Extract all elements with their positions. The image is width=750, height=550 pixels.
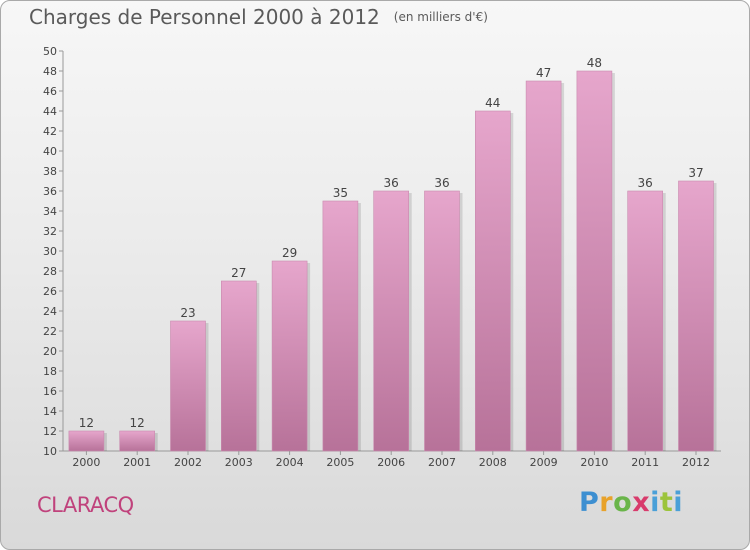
- proxiti-logo: Proxiti: [579, 487, 684, 518]
- y-tick-label: 12: [43, 425, 57, 438]
- x-tick-label: 2011: [631, 456, 659, 469]
- bar: [474, 110, 511, 452]
- bar-value-label: 36: [384, 176, 399, 190]
- y-tick-label: 24: [43, 305, 57, 318]
- y-tick-label: 34: [43, 205, 57, 218]
- bar-value-label: 37: [688, 166, 703, 180]
- x-tick-label: 2006: [377, 456, 405, 469]
- bar: [424, 190, 460, 452]
- chart-subtitle: (en milliers d'€): [393, 10, 488, 24]
- y-tick-label: 48: [43, 65, 57, 78]
- y-tick-label: 30: [43, 245, 57, 258]
- y-tick-label: 46: [43, 85, 57, 98]
- bar-value-label: 29: [282, 246, 297, 260]
- bar: [627, 190, 664, 452]
- y-tick-label: 50: [43, 45, 57, 58]
- bar-value-label: 36: [638, 176, 653, 190]
- y-tick-label: 28: [43, 265, 57, 278]
- bar: [576, 70, 613, 452]
- bar-value-label: 35: [333, 186, 348, 200]
- bar: [525, 80, 562, 452]
- x-tick-label: 2012: [682, 456, 710, 469]
- town-name: CLARACQ: [37, 493, 134, 517]
- bar-value-label: 36: [434, 176, 449, 190]
- y-tick-label: 20: [43, 345, 57, 358]
- x-tick-label: 2000: [72, 456, 100, 469]
- bar: [373, 190, 410, 452]
- x-tick-label: 2005: [326, 456, 354, 469]
- x-tick-label: 2010: [580, 456, 608, 469]
- y-tick-label: 16: [43, 385, 57, 398]
- bar: [68, 430, 105, 452]
- bar-value-label: 12: [130, 416, 145, 430]
- x-tick-label: 2004: [276, 456, 304, 469]
- bar: [678, 180, 714, 452]
- y-tick-label: 42: [43, 125, 57, 138]
- x-tick-label: 2003: [225, 456, 253, 469]
- y-tick-label: 22: [43, 325, 57, 338]
- y-tick-label: 36: [43, 185, 57, 198]
- x-tick-label: 2002: [174, 456, 202, 469]
- bar: [170, 320, 206, 452]
- x-tick-label: 2001: [123, 456, 151, 469]
- bar-value-label: 48: [587, 56, 602, 70]
- y-tick-label: 32: [43, 225, 57, 238]
- y-tick-label: 38: [43, 165, 57, 178]
- bar-value-label: 23: [180, 306, 195, 320]
- bar-value-label: 44: [485, 96, 500, 110]
- bar-value-label: 27: [231, 266, 246, 280]
- bar-value-label: 12: [79, 416, 94, 430]
- y-tick-label: 10: [43, 445, 57, 458]
- chart-title: Charges de Personnel 2000 à 2012 (en mill…: [29, 5, 488, 29]
- bar: [221, 280, 257, 452]
- y-tick-label: 26: [43, 285, 57, 298]
- y-tick-label: 14: [43, 405, 57, 418]
- bar-value-label: 47: [536, 66, 551, 80]
- y-tick-label: 44: [43, 105, 57, 118]
- y-tick-label: 40: [43, 145, 57, 158]
- bar: [271, 260, 308, 452]
- bar: [119, 430, 155, 452]
- bar: [322, 200, 359, 452]
- x-tick-label: 2008: [479, 456, 507, 469]
- x-tick-label: 2009: [530, 456, 558, 469]
- x-tick-label: 2007: [428, 456, 456, 469]
- y-tick-label: 18: [43, 365, 57, 378]
